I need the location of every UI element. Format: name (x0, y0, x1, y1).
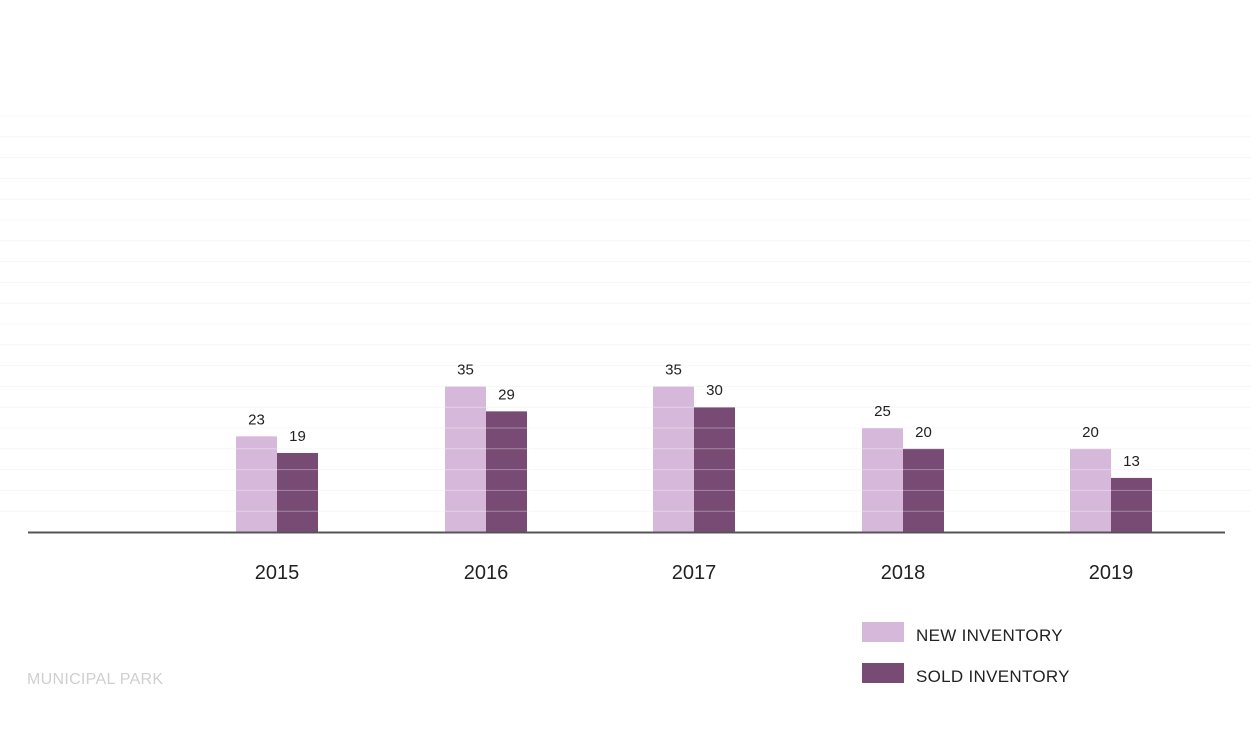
bar-label-new-inventory-2016: 35 (457, 361, 474, 378)
legend-swatch-new-inventory (862, 622, 904, 642)
bars (236, 386, 1152, 532)
grid-lines (0, 115, 1251, 512)
x-tick-labels: 2015 2016 2017 2018 2019 (255, 562, 1134, 584)
bar-new-inventory-2016 (445, 386, 486, 532)
bar-sold-inventory-2018 (903, 448, 944, 532)
legend-label-new-inventory: NEW INVENTORY (916, 626, 1063, 645)
grid-overlay (0, 115, 1251, 512)
legend-swatch-sold-inventory (862, 663, 904, 683)
bar-label-new-inventory-2019: 20 (1082, 424, 1099, 441)
bar-new-inventory-2015 (236, 436, 277, 532)
bar-new-inventory-2018 (862, 428, 903, 532)
x-tick-label-2018: 2018 (881, 562, 926, 584)
x-tick-label-2015: 2015 (255, 562, 300, 584)
bar-new-inventory-2017 (653, 386, 694, 532)
bar-label-sold-inventory-2015: 19 (289, 428, 306, 445)
bar-label-new-inventory-2017: 35 (665, 361, 682, 378)
footer-label: MUNICIPAL PARK (27, 671, 163, 688)
bar-sold-inventory-2016 (486, 411, 527, 532)
x-tick-label-2016: 2016 (464, 562, 509, 584)
legend: NEW INVENTORY SOLD INVENTORY (862, 622, 1070, 686)
bar-new-inventory-2019 (1070, 448, 1111, 532)
bar-label-sold-inventory-2018: 20 (915, 424, 932, 441)
bar-label-sold-inventory-2019: 13 (1123, 453, 1140, 470)
bar-label-sold-inventory-2016: 29 (498, 386, 515, 403)
bar-sold-inventory-2019 (1111, 477, 1152, 532)
x-tick-label-2017: 2017 (672, 562, 717, 584)
bar-label-new-inventory-2015: 23 (248, 411, 265, 428)
bar-sold-inventory-2015 (277, 452, 318, 532)
legend-label-sold-inventory: SOLD INVENTORY (916, 667, 1070, 686)
bar-label-sold-inventory-2017: 30 (706, 382, 723, 399)
bar-sold-inventory-2017 (694, 407, 735, 532)
bar-label-new-inventory-2018: 25 (874, 403, 891, 420)
x-tick-label-2019: 2019 (1089, 562, 1134, 584)
bar-value-labels: 23 19 35 29 35 30 25 20 20 13 (248, 361, 1140, 470)
